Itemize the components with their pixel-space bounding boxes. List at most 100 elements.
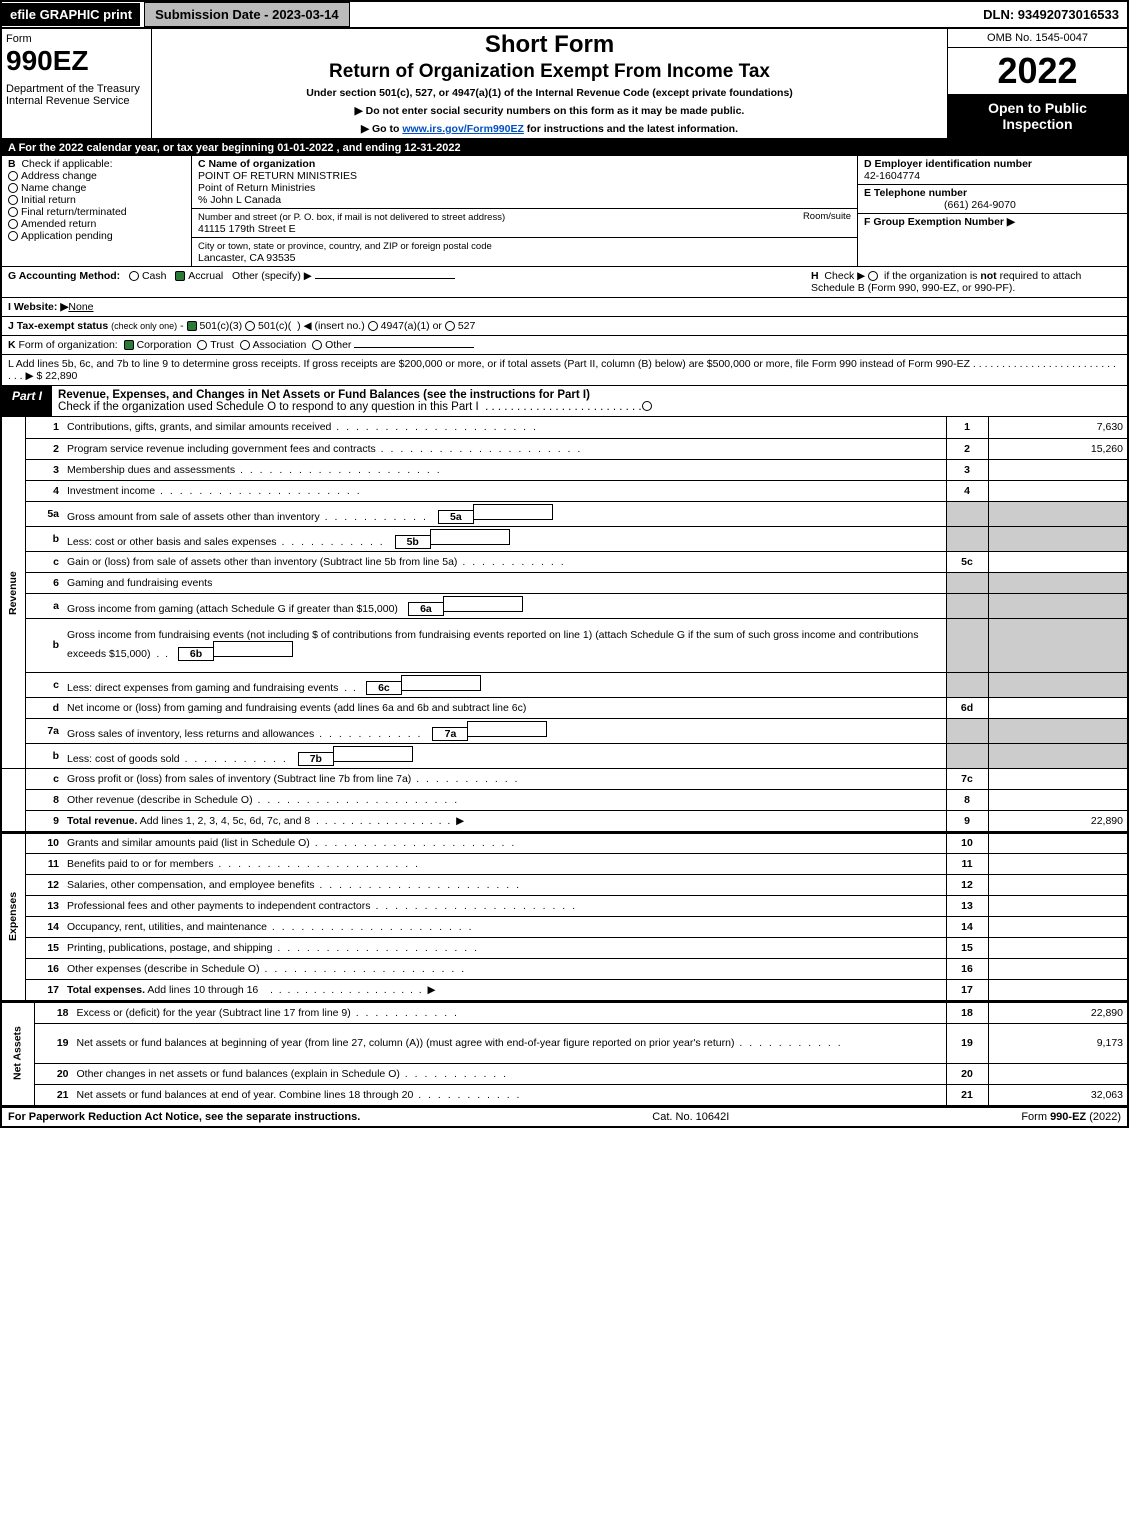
g-accrual: Accrual: [188, 270, 223, 282]
instr-goto-pre: ▶ Go to: [361, 123, 402, 135]
form-word: Form: [6, 33, 147, 45]
rn3: 3: [946, 459, 988, 480]
street-value: 41115 179th Street E: [198, 223, 296, 235]
d12: Salaries, other compensation, and employ…: [63, 875, 946, 896]
cb-527[interactable]: [445, 321, 455, 331]
side-netassets: Net Assets: [1, 1002, 35, 1105]
omb-number: OMB No. 1545-0047: [948, 29, 1127, 48]
submission-date-button[interactable]: Submission Date - 2023-03-14: [144, 2, 350, 27]
rn13: 13: [946, 896, 988, 917]
cb-name-change[interactable]: [8, 183, 18, 193]
n10: 10: [25, 833, 63, 854]
d-label: D Employer identification number: [864, 158, 1032, 170]
side-revenue: Revenue: [1, 417, 25, 768]
i-label: I Website: ▶: [8, 301, 68, 313]
col-def: D Employer identification number 42-1604…: [857, 156, 1127, 266]
opt-address-change: Address change: [21, 170, 97, 182]
h-text: H Check ▶ if the organization is not req…: [801, 270, 1121, 294]
amt18: 22,890: [988, 1002, 1128, 1023]
cb-h[interactable]: [868, 271, 878, 281]
efile-print-button[interactable]: efile GRAPHIC print: [2, 3, 140, 26]
n7b: b: [25, 743, 63, 768]
box5b: 5b: [395, 535, 431, 549]
d7c: Gross profit or (loss) from sales of inv…: [63, 768, 946, 789]
cb-501c3-checked[interactable]: [187, 321, 197, 331]
rn2: 2: [946, 438, 988, 459]
row-i: I Website: ▶None: [0, 298, 1129, 317]
instr-ssn: ▶ Do not enter social security numbers o…: [158, 105, 941, 117]
rn12: 12: [946, 875, 988, 896]
row-j: J Tax-exempt status (check only one) - 5…: [0, 317, 1129, 336]
rn6d: 6d: [946, 697, 988, 718]
cb-application-pending[interactable]: [8, 231, 18, 241]
rn10: 10: [946, 833, 988, 854]
cb-corporation-checked[interactable]: [124, 340, 134, 350]
cb-4947[interactable]: [368, 321, 378, 331]
ein-value: 42-1604774: [864, 170, 920, 182]
d6d: Net income or (loss) from gaming and fun…: [63, 697, 946, 718]
cb-501c[interactable]: [245, 321, 255, 331]
n15: 15: [25, 938, 63, 959]
rn4: 4: [946, 480, 988, 501]
g-cash: Cash: [142, 270, 167, 282]
n3: 3: [25, 459, 63, 480]
irs-link[interactable]: www.irs.gov/Form990EZ: [402, 123, 524, 135]
box6c: 6c: [366, 681, 402, 695]
cb-final-return[interactable]: [8, 207, 18, 217]
d16: Other expenses (describe in Schedule O): [63, 959, 946, 980]
n4: 4: [25, 480, 63, 501]
c-label: C Name of organization: [198, 158, 315, 170]
d4: Investment income: [63, 480, 946, 501]
n6: 6: [25, 572, 63, 593]
n8: 8: [25, 789, 63, 810]
n6b: b: [25, 618, 63, 672]
top-bar: efile GRAPHIC print Submission Date - 20…: [0, 0, 1129, 29]
n13: 13: [25, 896, 63, 917]
d13: Professional fees and other payments to …: [63, 896, 946, 917]
cb-trust[interactable]: [197, 340, 207, 350]
n9: 9: [25, 810, 63, 831]
d6c: Less: direct expenses from gaming and fu…: [67, 682, 338, 694]
title-short-form: Short Form: [158, 31, 941, 59]
g-label: G Accounting Method:: [8, 270, 120, 282]
cb-amended-return[interactable]: [8, 219, 18, 229]
cb-address-change[interactable]: [8, 171, 18, 181]
opt-final-return: Final return/terminated: [21, 206, 127, 218]
d5a: Gross amount from sale of assets other t…: [67, 511, 428, 523]
street-label: Number and street (or P. O. box, if mail…: [198, 212, 505, 223]
n6d: d: [25, 697, 63, 718]
rn17: 17: [946, 980, 988, 1001]
foot-catno: Cat. No. 10642I: [652, 1111, 729, 1123]
section-b-c-d-e-f: B Check if applicable: Address change Na…: [0, 156, 1129, 267]
rn16: 16: [946, 959, 988, 980]
rn21: 21: [946, 1084, 988, 1105]
cb-cash[interactable]: [129, 271, 139, 281]
d15: Printing, publications, postage, and shi…: [63, 938, 946, 959]
col-c: C Name of organization POINT OF RETURN M…: [192, 156, 857, 266]
n5a: 5a: [25, 501, 63, 526]
cb-initial-return[interactable]: [8, 195, 18, 205]
part-1-bar: Part I Revenue, Expenses, and Changes in…: [0, 386, 1129, 417]
cb-association[interactable]: [240, 340, 250, 350]
title-return: Return of Organization Exempt From Incom…: [158, 61, 941, 83]
side-expenses: Expenses: [1, 833, 25, 1001]
f-label: F Group Exemption Number ▶: [864, 216, 1015, 228]
room-label: Room/suite: [803, 211, 851, 222]
form-number: 990EZ: [6, 45, 147, 77]
cb-other[interactable]: [312, 340, 322, 350]
row-l: L Add lines 5b, 6c, and 7b to line 9 to …: [0, 355, 1129, 386]
cb-accrual-checked[interactable]: [175, 271, 185, 281]
instr-goto-post: for instructions and the latest informat…: [524, 123, 738, 135]
org-name-1: POINT OF RETURN MINISTRIES: [198, 170, 357, 182]
n16: 16: [25, 959, 63, 980]
form-header: Form 990EZ Department of the Treasury In…: [0, 29, 1129, 140]
n5c: c: [25, 551, 63, 572]
phone-value: (661) 264-9070: [864, 199, 1016, 211]
cb-part1-scheduleo[interactable]: [642, 401, 652, 411]
rn8: 8: [946, 789, 988, 810]
amt3: [988, 459, 1128, 480]
n18: 18: [35, 1002, 73, 1023]
dept-label: Department of the Treasury Internal Reve…: [6, 83, 147, 107]
box7b: 7b: [298, 752, 334, 766]
amt4: [988, 480, 1128, 501]
